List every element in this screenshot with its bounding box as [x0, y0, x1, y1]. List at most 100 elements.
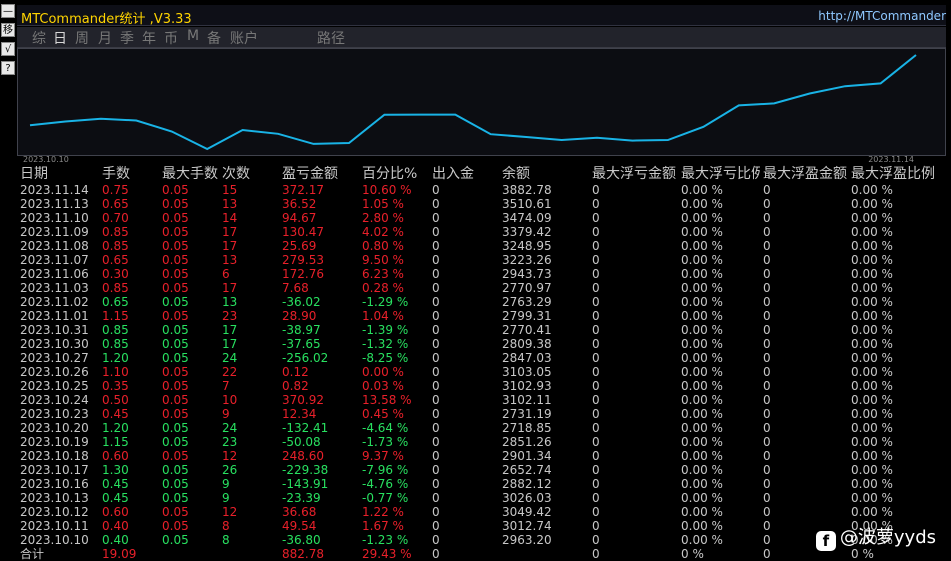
tab-quarterly[interactable]: 季	[120, 31, 134, 47]
column-header[interactable]: 最大浮亏比例	[681, 166, 760, 182]
table-cell: 0	[432, 211, 440, 225]
table-cell: 0.00 %	[851, 323, 893, 337]
table-cell: 0.00 %	[851, 421, 893, 435]
tab-yearly[interactable]: 年	[142, 31, 156, 47]
column-header[interactable]: 手数	[102, 166, 130, 182]
table-cell: 0.40	[102, 533, 129, 547]
table-cell: 0.00 %	[681, 239, 723, 253]
stats-panel: MTCommander统计 ,V3.33 http://MTCommander …	[17, 5, 946, 561]
table-cell: 0	[763, 323, 771, 337]
table-row[interactable]: 2023.10.10 0.40 0.05 8 -36.80 -1.23 % 0 2963.20…	[17, 533, 946, 547]
column-header[interactable]: 最大浮盈金额	[763, 166, 847, 182]
table-cell: 2023.10.25	[20, 379, 89, 393]
website-link[interactable]: http://MTCommander	[818, 9, 946, 23]
table-row[interactable]: 2023.10.17 1.30 0.05 26 -229.38 -7.96 % 0 2652.…	[17, 463, 946, 477]
panel-title: MTCommander统计 ,V3.33	[21, 12, 192, 27]
tab-daily[interactable]: 日	[53, 31, 67, 47]
table-row[interactable]: 2023.11.06 0.30 0.05 6 172.76 6.23 % 0 2943.73 0…	[17, 267, 946, 281]
table-row[interactable]: 2023.11.08 0.85 0.05 17 25.69 0.80 % 0 3248.95 0…	[17, 239, 946, 253]
table-row[interactable]: 2023.10.27 1.20 0.05 24 -256.02 -8.25 % 0 2847.…	[17, 351, 946, 365]
table-cell: 1.20	[102, 421, 129, 435]
table-cell: 0.00 %	[681, 253, 723, 267]
table-row[interactable]: 2023.10.31 0.85 0.05 17 -38.97 -1.39 % 0 2770.4…	[17, 323, 946, 337]
table-row[interactable]: 2023.11.02 0.65 0.05 13 -36.02 -1.29 % 0 2763.2…	[17, 295, 946, 309]
table-cell: 0	[763, 393, 771, 407]
table-cell: 0	[432, 253, 440, 267]
table-row[interactable]: 2023.10.18 0.60 0.05 12 248.60 9.37 % 0 2901.34…	[17, 449, 946, 463]
table-row[interactable]: 2023.10.23 0.45 0.05 9 12.34 0.45 % 0 2731.19 0 0…	[17, 407, 946, 421]
table-cell: 0	[432, 295, 440, 309]
column-header[interactable]: 百分比%	[362, 166, 418, 182]
tab-weekly[interactable]: 周	[75, 31, 89, 47]
table-cell: 9.50 %	[362, 253, 404, 267]
table-row[interactable]: 2023.11.01 1.15 0.05 23 28.90 1.04 % 0 2799.31 0…	[17, 309, 946, 323]
table-cell: 0.00 %	[851, 253, 893, 267]
table-cell: 24	[222, 421, 238, 435]
panel-header: MTCommander统计 ,V3.33 http://MTCommander	[17, 5, 946, 27]
table-cell: 0.05	[162, 533, 189, 547]
table-cell: 1.10	[102, 365, 129, 379]
table-cell: 0.00 %	[681, 421, 723, 435]
table-row[interactable]: 2023.10.24 0.50 0.05 10 370.92 13.58 % 0 3102.1…	[17, 393, 946, 407]
table-cell: 0.65	[102, 295, 129, 309]
table-cell: 0.85	[102, 225, 129, 239]
minimize-button[interactable]: —	[1, 4, 15, 18]
help-button[interactable]: ?	[1, 61, 15, 75]
move-button[interactable]: 移	[1, 23, 15, 37]
table-row[interactable]: 2023.10.25 0.35 0.05 7 0.82 0.03 % 0 3102.93 0 0.…	[17, 379, 946, 393]
table-cell: 2023.10.30	[20, 337, 89, 351]
tab-summary[interactable]: 综	[32, 31, 46, 47]
table-cell: 0	[592, 295, 600, 309]
table-cell: 0	[432, 379, 440, 393]
table-cell: 3102.93	[502, 379, 552, 393]
table-row[interactable]: 2023.11.13 0.65 0.05 13 36.52 1.05 % 0 3510.61 0…	[17, 197, 946, 211]
table-row[interactable]: 2023.11.07 0.65 0.05 13 279.53 9.50 % 0 3223.26…	[17, 253, 946, 267]
tab-monthly[interactable]: 月	[98, 31, 112, 47]
table-cell: 0	[432, 337, 440, 351]
table-cell: 0.05	[162, 351, 189, 365]
table-row[interactable]: 2023.10.16 0.45 0.05 9 -143.91 -4.76 % 0 2882.1…	[17, 477, 946, 491]
column-header[interactable]: 最大手数	[162, 166, 218, 182]
table-cell: 0.00 %	[681, 393, 723, 407]
table-cell: 0.00 %	[681, 533, 723, 547]
table-row[interactable]: 2023.11.09 0.85 0.05 17 130.47 4.02 % 0 3379.42…	[17, 225, 946, 239]
table-cell: 0.05	[162, 309, 189, 323]
tab-notes[interactable]: 备	[207, 31, 221, 47]
table-cell: 0.00 %	[851, 197, 893, 211]
table-cell: 2023.11.01	[20, 309, 89, 323]
tab-currency[interactable]: 币	[164, 31, 178, 47]
column-header[interactable]: 次数	[222, 166, 250, 182]
table-row[interactable]: 2023.10.19 1.15 0.05 23 -50.08 -1.73 % 0 2851.2…	[17, 435, 946, 449]
table-cell: 0	[763, 365, 771, 379]
check-button[interactable]: √	[1, 42, 15, 56]
table-row[interactable]: 2023.10.26 1.10 0.05 22 0.12 0.00 % 0 3103.05 0 0…	[17, 365, 946, 379]
table-cell: 17	[222, 225, 238, 239]
table-cell: 0	[432, 477, 440, 491]
table-cell: -1.39 %	[362, 323, 409, 337]
tab-account[interactable]: 账户	[230, 31, 258, 47]
table-cell: 0.00 %	[681, 337, 723, 351]
table-row[interactable]: 2023.11.03 0.85 0.05 17 7.68 0.28 % 0 2770.97 0 0…	[17, 281, 946, 295]
column-header[interactable]: 最大浮盈比例	[851, 166, 935, 182]
table-cell: 2901.34	[502, 449, 552, 463]
total-cell	[219, 547, 279, 561]
table-row[interactable]: 2023.10.30 0.85 0.05 17 -37.65 -1.32 % 0 2809.3…	[17, 337, 946, 351]
column-header[interactable]: 最大浮亏金额	[592, 166, 676, 182]
table-cell: 1.20	[102, 351, 129, 365]
table-row[interactable]: 2023.10.13 0.45 0.05 9 -23.39 -0.77 % 0 3026.03…	[17, 491, 946, 505]
column-header[interactable]: 日期	[20, 166, 48, 182]
column-header[interactable]: 余额	[502, 166, 530, 182]
table-cell: 0.00 %	[681, 519, 723, 533]
tab-m[interactable]: M	[187, 28, 200, 44]
table-row[interactable]: 2023.10.11 0.40 0.05 8 49.54 1.67 % 0 3012.74 0 0…	[17, 519, 946, 533]
table-cell: 0.05	[162, 379, 189, 393]
column-header[interactable]: 盈亏金额	[282, 166, 338, 182]
table-cell: 0	[592, 477, 600, 491]
table-row[interactable]: 2023.11.10 0.70 0.05 14 94.67 2.80 % 0 3474.09 0…	[17, 211, 946, 225]
table-row[interactable]: 2023.10.12 0.60 0.05 12 36.68 1.22 % 0 3049.42 0…	[17, 505, 946, 519]
tab-path[interactable]: 路径	[317, 31, 345, 47]
table-row[interactable]: 2023.10.20 1.20 0.05 24 -132.41 -4.64 % 0 2718.…	[17, 421, 946, 435]
total-cell: 0 %	[681, 547, 704, 561]
column-header[interactable]: 出入金	[432, 166, 474, 182]
table-row[interactable]: 2023.11.14 0.75 0.05 15 372.17 10.60 % 0 3882.7…	[17, 183, 946, 197]
